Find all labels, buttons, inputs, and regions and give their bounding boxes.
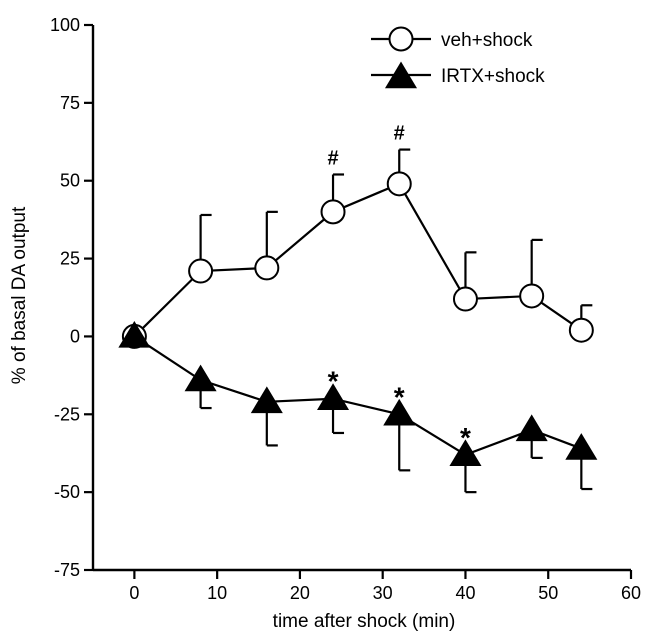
y-tick-label: -50: [54, 482, 80, 502]
y-tick-label: 25: [60, 249, 80, 269]
significance-mark: *: [328, 366, 339, 397]
x-ticks: 0 10 20 30 40 50 60: [129, 570, 641, 603]
y-tick-label: -25: [54, 404, 80, 424]
x-axis-title: time after shock (min): [273, 611, 456, 632]
y-axis-title: % of basal DA output: [9, 206, 30, 384]
significance-mark: *: [394, 381, 405, 412]
x-tick-label: 0: [129, 583, 139, 603]
data-point: [184, 364, 217, 392]
data-point: [188, 258, 214, 284]
series-1: ##: [121, 123, 594, 349]
data-point: [118, 320, 151, 348]
data-point: [383, 398, 416, 426]
axes: [91, 25, 631, 572]
x-tick-label: 50: [538, 583, 558, 603]
data-point: [317, 383, 350, 410]
data-point: [250, 386, 283, 414]
x-tick-label: 60: [621, 583, 641, 603]
legend: veh+shock IRTX+shock: [371, 26, 545, 89]
data-point: [254, 255, 280, 281]
x-tick-label: 20: [290, 583, 310, 603]
data-point: [568, 317, 594, 343]
legend-label: veh+shock: [441, 30, 533, 51]
y-ticks: 100 75 50 25 0 -25 -50 -75: [50, 15, 93, 580]
x-tick-label: 10: [207, 583, 227, 603]
series-2: * * *: [118, 320, 598, 494]
x-tick-label: 40: [455, 583, 475, 603]
data-point: [565, 433, 598, 460]
y-tick-label: -75: [54, 560, 80, 580]
significance-mark: *: [460, 422, 471, 453]
significance-mark: #: [327, 147, 338, 169]
data-point: [386, 171, 412, 197]
data-point: [320, 199, 346, 225]
legend-marker: [388, 26, 414, 52]
y-tick-label: 75: [60, 93, 80, 113]
plot-area: ##***: [118, 123, 598, 494]
data-point: [452, 286, 478, 312]
legend-label: IRTX+shock: [441, 66, 545, 87]
data-point: [519, 283, 545, 309]
legend-marker: [384, 61, 418, 89]
y-tick-label: 100: [50, 15, 80, 35]
significance-mark: #: [394, 123, 405, 145]
x-tick-label: 30: [373, 583, 393, 603]
data-point: [449, 439, 482, 467]
y-tick-label: 0: [70, 326, 80, 346]
data-point: [515, 414, 548, 442]
y-tick-label: 50: [60, 171, 80, 191]
